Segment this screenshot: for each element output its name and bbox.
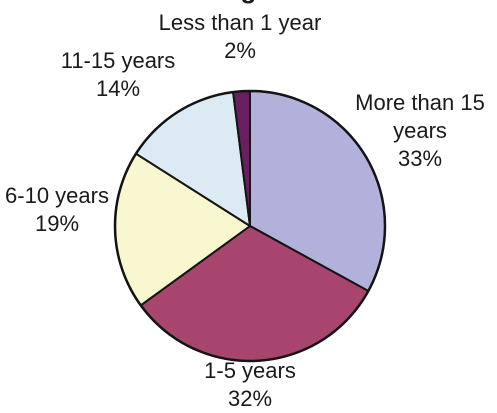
slice-category-label: 1-5 years (204, 358, 296, 383)
slice-category-label: More than 15 (355, 90, 485, 115)
slice-label-11-15-years: 11-15 years 14% (61, 48, 176, 101)
chart-title-fragment: g (0, 0, 497, 4)
slice-label-less-than-1-year: Less than 1 year 2% (159, 10, 322, 63)
slice-category-label: years (393, 118, 447, 143)
slice-label-more-than-15-years: More than 15 years 33% (355, 90, 485, 171)
slice-label-6-10-years: 6-10 years 19% (5, 183, 109, 236)
slice-value-label: 2% (224, 38, 256, 63)
slice-category-label: 11-15 years (61, 48, 176, 73)
slice-category-label: Less than 1 year (159, 10, 322, 35)
slice-value-label: 14% (96, 76, 140, 101)
slice-category-label: 6-10 years (5, 183, 109, 208)
slice-label-1-5-years: 1-5 years 32% (204, 358, 296, 411)
slice-value-label: 32% (228, 386, 272, 408)
slice-value-label: 33% (398, 146, 442, 171)
pie-outline (113, 89, 387, 363)
slice-value-label: 19% (35, 211, 79, 236)
